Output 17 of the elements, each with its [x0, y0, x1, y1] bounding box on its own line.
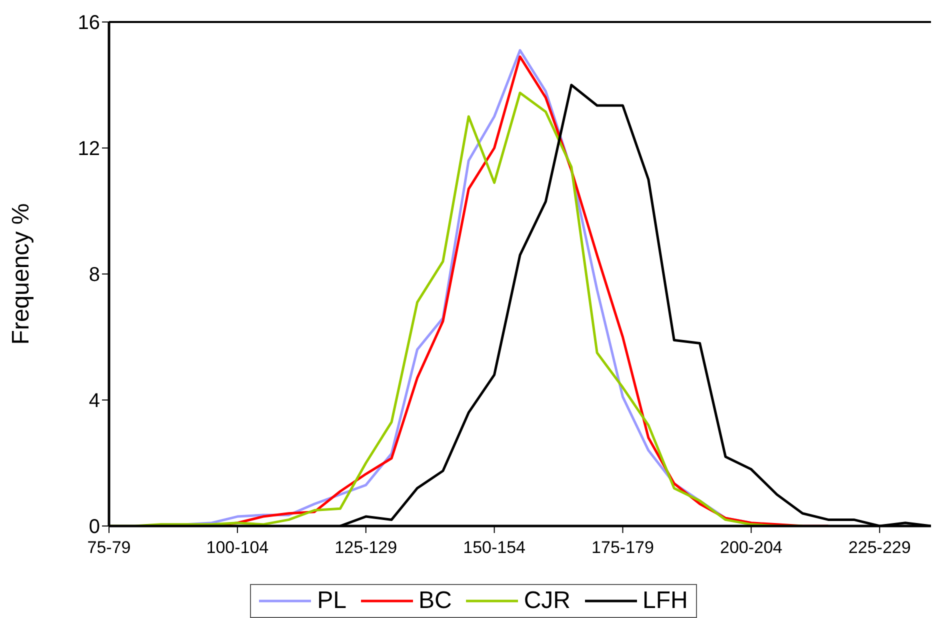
x-tick-label: 75-79	[87, 538, 131, 558]
x-tick-label: 225-229	[848, 538, 911, 558]
y-tick-label: 12	[78, 138, 100, 160]
y-tick-label: 16	[78, 12, 100, 34]
x-tick-label: 150-154	[463, 538, 526, 558]
legend-label: LFH	[642, 587, 688, 615]
legend-label: PL	[317, 587, 346, 615]
y-tick-label: 4	[88, 390, 100, 412]
y-tick-label: 0	[88, 516, 100, 538]
x-tick-label: 125-129	[334, 538, 398, 558]
x-tick-label: 100-104	[206, 538, 269, 558]
y-tick-label: 8	[88, 264, 100, 286]
legend-label: CJR	[524, 587, 571, 615]
x-tick-label: 175-179	[592, 538, 654, 558]
legend-label: BC	[418, 587, 452, 615]
x-tick-label: 200-204	[720, 538, 782, 558]
y-axis-title: Frequency %	[8, 203, 35, 345]
